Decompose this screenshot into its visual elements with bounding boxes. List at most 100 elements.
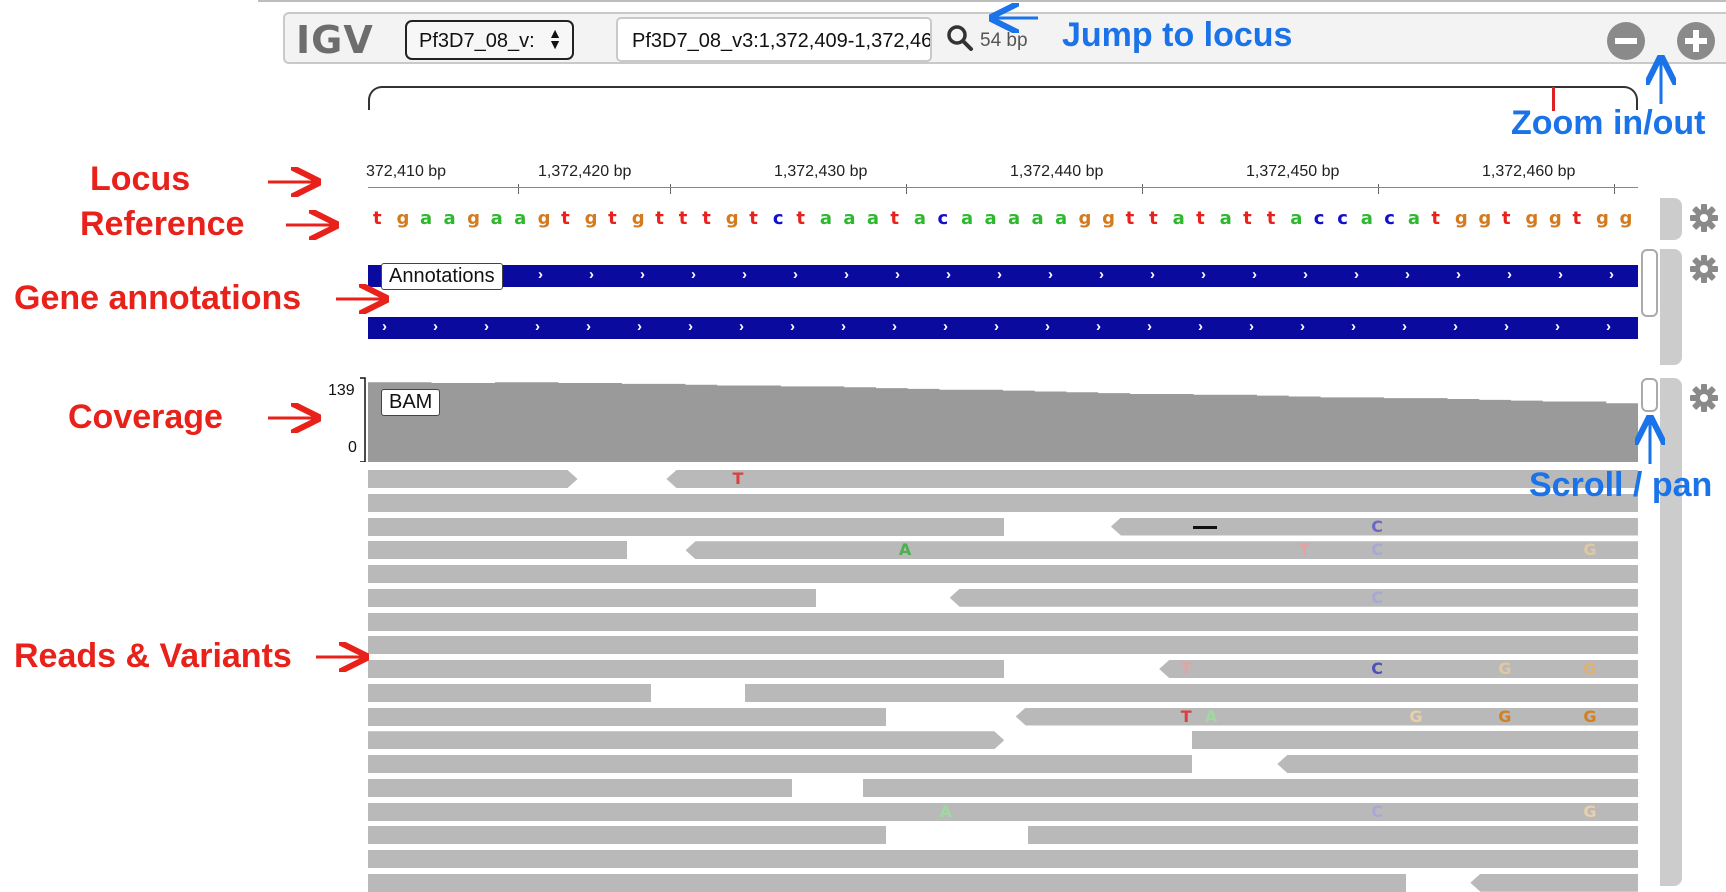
- strand-chevron-icon: ›: [1048, 266, 1053, 283]
- alignment-read[interactable]: [745, 683, 1638, 702]
- strand-chevron-icon: ›: [997, 266, 1002, 283]
- zoom-in-icon[interactable]: [1676, 21, 1716, 61]
- alignment-read[interactable]: [1277, 755, 1638, 773]
- alignment-scrollbar[interactable]: [1641, 378, 1658, 412]
- variant-base: G: [1498, 659, 1512, 678]
- alignment-read[interactable]: [368, 470, 578, 488]
- chromosome-ideogram[interactable]: [368, 86, 1638, 110]
- alignment-read[interactable]: [368, 826, 887, 845]
- coverage-histogram: [368, 382, 1638, 462]
- alignment-read[interactable]: [1192, 731, 1638, 750]
- reference-base: a: [1055, 208, 1068, 229]
- gear-icon[interactable]: [1689, 383, 1719, 413]
- alignment-read[interactable]: [1159, 660, 1638, 678]
- strand-chevron-icon: ›: [688, 318, 693, 335]
- gene-feature[interactable]: › › › › › › › › › › › › › › › › › › › › › ›: [368, 265, 1638, 287]
- strand-chevron-icon: ›: [589, 266, 594, 283]
- chromosome-select[interactable]: Pf3D7_08_v: ▲ ▼: [405, 20, 574, 60]
- strand-chevron-icon: ›: [1558, 266, 1563, 283]
- ruler-tick: [1378, 184, 1379, 194]
- ruler-label: 1,372,430 bp: [774, 163, 868, 180]
- coverage-max-label: 139: [328, 382, 355, 399]
- alignment-read[interactable]: [368, 778, 793, 797]
- alignment-read[interactable]: [368, 565, 1638, 583]
- gear-icon[interactable]: [1689, 254, 1719, 284]
- alignment-read[interactable]: [368, 517, 1005, 536]
- alignment-read[interactable]: [1028, 826, 1638, 845]
- reference-base: a: [843, 208, 856, 229]
- reference-base: t: [608, 208, 617, 229]
- strand-chevron-icon: ›: [433, 318, 438, 335]
- strand-chevron-icon: ›: [1354, 266, 1359, 283]
- variant-base: G: [1583, 706, 1597, 726]
- bam-track-handle[interactable]: [1660, 378, 1682, 886]
- reference-base: a: [514, 208, 527, 229]
- strand-chevron-icon: ›: [691, 266, 696, 283]
- callout-reference: Reference: [80, 205, 245, 243]
- alignment-read[interactable]: [368, 636, 1638, 655]
- locus-input[interactable]: Pf3D7_08_v3:1,372,409-1,372,46: [616, 17, 932, 62]
- alignment-read[interactable]: [949, 588, 1638, 607]
- alignment-read[interactable]: [666, 470, 1638, 488]
- ruler-label: 1,372,450 bp: [1246, 163, 1340, 180]
- variant-base: G: [1409, 706, 1423, 726]
- strand-chevron-icon: ›: [946, 266, 951, 283]
- variant-base: T: [1298, 540, 1310, 560]
- variant-base: G: [1583, 801, 1597, 821]
- callout-jump-to-locus: Jump to locus: [1062, 16, 1293, 54]
- reference-base: a: [1407, 208, 1420, 229]
- alignment-read[interactable]: [863, 778, 1638, 797]
- reference-base: a: [1290, 208, 1303, 229]
- strand-chevron-icon: ›: [1405, 266, 1410, 283]
- callout-reads-variants: Reads & Variants: [14, 637, 292, 675]
- annotations-track-handle[interactable]: [1660, 249, 1682, 365]
- alignment-read[interactable]: [1015, 707, 1638, 726]
- reference-base: g: [1478, 208, 1492, 229]
- alignment-read[interactable]: [685, 541, 1638, 560]
- coverage-min-label: 0: [348, 439, 357, 456]
- reference-base: t: [1196, 208, 1205, 229]
- callout-zoom: Zoom in/out: [1511, 104, 1706, 142]
- reference-base: c: [1337, 208, 1348, 229]
- reference-base: a: [913, 208, 927, 229]
- alignment-read[interactable]: [1110, 517, 1638, 536]
- reference-base: t: [1431, 208, 1440, 229]
- zoom-out-icon[interactable]: [1606, 21, 1646, 61]
- reference-base: g: [725, 208, 739, 229]
- ruler-tick: [1142, 184, 1143, 194]
- alignment-read[interactable]: [368, 612, 1638, 631]
- reference-base: t: [890, 208, 900, 229]
- variant-base: A: [1204, 706, 1218, 726]
- strand-chevron-icon: ›: [1198, 318, 1203, 335]
- alignment-read[interactable]: [368, 493, 1638, 512]
- strand-chevron-icon: ›: [1300, 318, 1305, 335]
- search-icon[interactable]: [946, 24, 974, 52]
- deletion-mark: [1193, 526, 1217, 529]
- window-width-label: 54 bp: [980, 30, 1028, 51]
- reference-base: g: [1548, 208, 1562, 229]
- reference-base: t: [561, 208, 570, 229]
- alignment-read[interactable]: [368, 850, 1638, 868]
- bam-track-label: BAM: [381, 389, 441, 416]
- alignment-read[interactable]: [368, 731, 1004, 749]
- reference-base: t: [1243, 208, 1252, 229]
- reference-base: c: [1384, 208, 1395, 229]
- sequence-track-handle[interactable]: [1660, 198, 1682, 240]
- callout-gene-annotations: Gene annotations: [14, 279, 302, 317]
- annotations-scrollbar[interactable]: [1641, 249, 1658, 317]
- reference-base: a: [490, 208, 503, 229]
- alignment-read[interactable]: [368, 660, 1005, 678]
- reference-base: t: [1149, 208, 1158, 229]
- alignment-read[interactable]: [368, 588, 817, 607]
- reference-base: a: [1172, 208, 1185, 229]
- alignment-read[interactable]: [368, 683, 652, 702]
- strand-chevron-icon: ›: [892, 318, 897, 335]
- strand-chevron-icon: ›: [793, 266, 798, 283]
- alignment-read[interactable]: [368, 755, 1193, 773]
- alignment-read[interactable]: [368, 707, 887, 726]
- gene-feature[interactable]: › › › › › › › › › › › › › › › › › › › › › › › › ›: [368, 317, 1638, 339]
- gear-icon[interactable]: [1689, 203, 1719, 233]
- alignment-read[interactable]: [368, 541, 628, 560]
- strand-chevron-icon: ›: [1249, 318, 1254, 335]
- alignment-read[interactable]: [368, 802, 1638, 821]
